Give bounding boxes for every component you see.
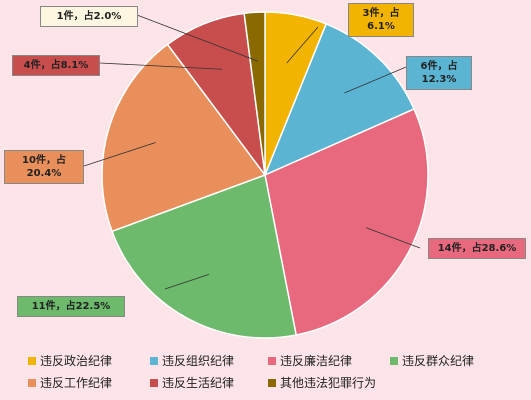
legend-swatch (390, 356, 398, 365)
data-label: 3件，占6.1% (348, 3, 414, 37)
legend-label: 违反工作纪律 (40, 376, 113, 390)
pie-slice (101, 43, 267, 233)
pie-slice (263, 22, 416, 177)
legend-entry: 违反廉洁纪律 (268, 352, 352, 369)
leader-line (136, 14, 258, 62)
pie-slice (243, 11, 266, 176)
data-label: 4件，占8.1% (12, 55, 100, 76)
legend-entry: 其他违法犯罪行为 (268, 374, 376, 391)
legend-entry: 违反政治纪律 (28, 352, 112, 369)
legend-swatch (28, 378, 36, 387)
legend-entry: 违反组织纪律 (150, 352, 234, 369)
legend-label: 违反廉洁纪律 (280, 354, 353, 368)
pie-slice (264, 108, 429, 336)
legend-label: 违反群众纪律 (402, 354, 475, 368)
legend-label: 违反生活纪律 (162, 376, 235, 390)
leader-line (83, 142, 156, 167)
legend-entry: 违反群众纪律 (390, 352, 474, 369)
legend-label: 违反政治纪律 (40, 354, 113, 368)
pie-slice (111, 173, 298, 339)
legend-swatch (268, 356, 276, 365)
leader-line (366, 227, 421, 249)
data-label: 10件，占20.4% (4, 150, 84, 184)
legend-swatch (150, 378, 158, 387)
legend-label: 其他违法犯罪行为 (280, 376, 377, 390)
legend-swatch (150, 356, 158, 365)
legend-swatch (268, 378, 276, 387)
legend-entry: 违反工作纪律 (28, 374, 112, 391)
data-label: 11件，占22.5% (17, 296, 125, 317)
legend-swatch (28, 356, 36, 365)
data-label: 1件，占2.0% (40, 6, 138, 27)
leader-line (344, 66, 407, 94)
leader-line (164, 274, 210, 290)
legend-label: 违反组织纪律 (162, 354, 235, 368)
data-label: 14件，占28.6% (428, 238, 526, 259)
data-label: 6件，占12.3% (406, 56, 472, 90)
legend-entry: 违反生活纪律 (150, 374, 234, 391)
leader-line (286, 26, 319, 64)
leader-line (99, 62, 223, 70)
